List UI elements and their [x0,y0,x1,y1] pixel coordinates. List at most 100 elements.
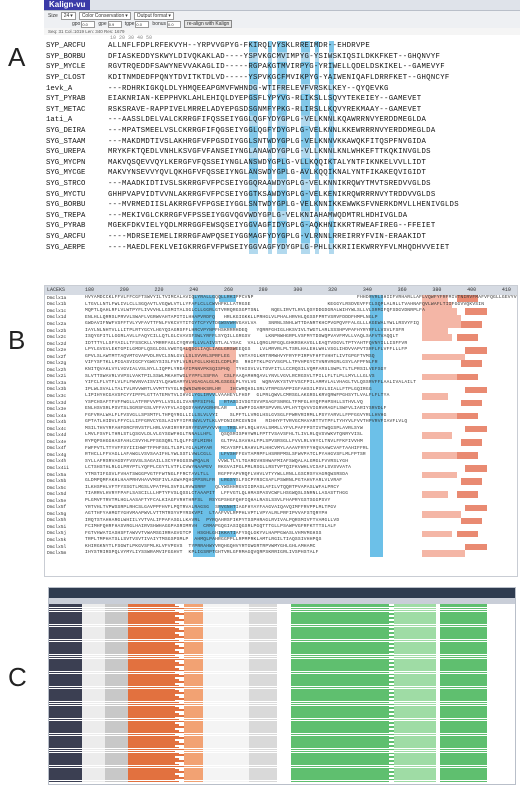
sequence-row[interactable]: Dmclx1d ENLHLLQRRSLPRVVLSWAFLVGRWVAHTAPIT… [45,314,517,322]
sequence-row[interactable]: SYT_METAC RSKSRAVE-RAPPIVELMRRELADYEPGSDS… [44,104,520,116]
sequence-row[interactable]: SYG_DEIRA ---MPATSMEELVSLCKRRGFIFQGSEIYGG… [44,126,520,138]
sequence-row[interactable]: Dmclx5f YRTVHLTVPWSSRPLRHCSLGAVPPFHVFLPQT… [45,504,517,512]
sequence-row[interactable]: Dmclx1b LTGVLLNTLFWLIVLCLLSGQAVTLVGQWLVTL… [45,301,517,309]
sequence-row[interactable]: Dmclx5h IRQTSTAHHARGLWHIILYVTVALIFPAFASGL… [45,517,517,525]
sequence-row[interactable]: Dmclx4f FWFPVTLTTYVFFSYIIIHWFTFPHFSGLTLSP… [45,445,517,453]
sequence-row[interactable]: Dmclx4e RYPQPSHGGHASFAHLCSVYHLPFSGSQRLTLQ… [45,439,517,446]
sequence-row[interactable]: SYG_STAAM ---MAKDMDTIVSLAKHRGFVFPGSDIYGGL… [44,136,520,148]
sequence-row[interactable]: Dmclx4g RTHCLLFFVAGLLAFAWGLVSVSAAIFHLYWLS… [45,452,517,459]
alignment-block [49,679,82,681]
sequence-row[interactable]: Dmclx2e LPYLGVGVLEKTGPILGMDFLQSGLDSLVWGTQ… [45,347,517,354]
sequence-track: FGTVHWATIASHSFTAWVVTVWAMSGIRRAGVGTCP HSG… [85,530,517,538]
sequence-row[interactable]: SYG_BORBU ---MVRMEDIISLAKRRGFVFPGSEIYGGLS… [44,200,520,212]
sequence-row[interactable]: Dmclx5c ILKHSPHLVFTFYSSGTLMGSLVPATPHLSVFS… [45,484,517,492]
sequence-row[interactable]: Dmclx2a GWDAVIFNWFVSFFTVLYVFAVTTFNLFVKCVY… [45,321,517,328]
sequence-row[interactable]: Dmclx2b IAYLNLNHTVLLLITPLRTYGCYLHGYQIAGRS… [45,327,517,335]
sequence-row[interactable]: Dmclx1a HVYAMDCCKLFFVLFFCGFTSWVYILTVIMCAL… [45,295,517,302]
sequence-row[interactable]: SYT_PYRAB EIAKNRIAN-KEPPHVKLAHLEHIQLDYEPG… [44,94,520,106]
alignment-block [202,607,250,610]
sequence-row[interactable]: Dmclx2i SLVTTSWAVRLVVPSLVAKTPILSSWLMKAHTW… [45,373,517,381]
sequence-row[interactable]: Dmclx4d LMVLFSVFLTHRLSTLQSGVLDLVLGYSGWFHG… [45,432,517,440]
sequence-row[interactable]: Dmclx4ii LCTSHSTHLRLGLPRYPTLYQFPLCGYTLVTF… [45,465,517,472]
sequence-row[interactable]: SYG_MYCTU GHHPVAPVIDTVVNLAKRRGFVFPCSEIYGG… [44,189,520,201]
sequence-row[interactable]: Dmclx4a FGFVRALWALFLFVSVGLLSPSMTFLTHPQYRG… [45,412,517,420]
sequence-row[interactable]: Dmclx5i FCIMHFQHRFHASVRGLHAIRVSHWHAGGPASR… [45,524,517,531]
sequence-row[interactable]: Dmclx5j FGTVHWATIASHSFTAWVVTVWAMSGIRRAGVG… [45,530,517,538]
sequence-row[interactable]: Dmclx1c MQPTLQAHLRFLVLWTPYFLIVVVHLLGSMITA… [45,308,517,315]
chevron-down-icon: ▾ [168,12,171,19]
sequence-row[interactable]: Dmclx3c LIPIHYHCGAVSFCYYIPFPLGTTATEMVTVLI… [45,393,517,400]
sequence-row[interactable]: SYG_AERPE ----MAEDLFEKLVEIGKRRGFVFPWSEIYG… [44,242,520,254]
alignment-block [440,647,488,649]
alignment-block [249,613,278,615]
sequence-row[interactable]: 1evk_A ---RDHRKIGKQLDLYHMQEEAPGMVFWHNDG-W… [44,83,520,95]
tgpe-input[interactable]: 0.0 [135,20,150,28]
alignment-block [81,647,105,649]
similarity-highlight [184,360,237,368]
sequence-row[interactable]: SYP_BORBU DFIASKEDDYSKWYLDIVQKAKLAD----YS… [44,51,520,63]
alignment-block [440,735,488,738]
alignment-block [393,748,436,751]
sequence-row[interactable]: SYG_MYCPN MAKVQSQEVVQYLKERGFVFQSSEIYNGLAN… [44,157,520,169]
sequence-row[interactable]: Dmclx4c MSILTHVYRFAHFDRCFRVSTFLHRLVARIRYR… [45,425,517,433]
sequence-row[interactable]: SYP_MYCLE RGVTRQEDDFSAWYNEVVAKAGLID-----R… [44,62,520,74]
conservation-highlight [193,432,215,440]
conservation-highlight [277,83,287,95]
sequence-text: KDITNMDEDFPQNYTDVITKTDLVD-----YSPVKGCFMV… [108,73,450,85]
sequence-row[interactable]: Dmclx5b GLDMPQMFAKHLHAAPRHVHAVVMSFIVLAGWA… [45,478,517,485]
sequence-row[interactable]: Dmclx2f GPVLSLAWTMTTAQVMTGVAPVDLRVCLSNLGV… [45,353,517,361]
sequence-row[interactable]: Dmclx5a YTMSTIFGSVLFVHATSWGGPVGTFFWTNGLFF… [45,471,517,479]
alignment-block [291,604,390,606]
alignment-block [440,760,488,762]
alignment-block [440,729,488,732]
sequence-row[interactable]: Dmclx5k TRPLTMPHATSLLSVTVSVTIVAIYTMSGSPSM… [45,537,517,544]
overview-row [49,748,515,751]
color-select[interactable]: Color Conservation ▾ [78,11,131,20]
sequence-row[interactable]: SYG_PYRAB MGEKFDKVIELYQDLMRRGGFEWSQSEIYGG… [44,221,520,233]
sequence-row[interactable]: SYG_MYCGE MAKVYNSEVVYQVLQKHGFVFQSSEIYNGLA… [44,168,520,180]
alignment-block [49,729,82,732]
alignment-block [184,741,203,743]
overview-body[interactable] [49,604,515,784]
sequence-row[interactable]: Dmclx5e PLGMVFTRVTMLHGLAASAFTYFCALKIAGFVR… [45,497,517,505]
alignment-block [49,698,82,700]
sequence-row[interactable]: Dmclx5g AGTTHFYAHMGTYGHVMAAPWVLVTTMTRSYVP… [45,511,517,518]
sequence-row[interactable]: SYG_ARCFU ----MDRSEIEMELIRRRGFAWPQSEIYGGM… [44,231,520,243]
output-format-select[interactable]: Output format ▾ [133,11,174,20]
bonus-input[interactable]: 0.0 [167,20,182,28]
alignment-block [393,714,436,717]
sequence-row[interactable]: Dmclx2c ISQYGFITLLGGRLAVLLFAQYCILLQTLGLCV… [45,334,517,341]
sequence-row[interactable]: Dmclx3a YIFCLFLVTFLVLFLFWVNVAISVIYLQAWGAM… [45,380,517,387]
sequence-row[interactable]: Dmclx5d TIARRVLHVRYFPAFLSASCILLLHPTYFVSLQ… [45,491,517,498]
sequence-row[interactable]: Dmclx4h SYLLAFRSRVAGDYFVSVSLSAGAILLSCYFHG… [45,458,517,466]
alignment-block [291,664,390,666]
sequence-row[interactable]: Dmclx5l KHIRGKNYTLFSGWTLPKGVSFMLKLVFVPGVS… [45,543,517,551]
realign-button[interactable]: re-align with Kalign [184,20,233,28]
sequence-row[interactable]: Dmclx5m IHYSTRIRSPQLVYMYLIYSSWRAMVIFGGHVT… [45,550,517,557]
sequence-row[interactable]: SYG_STRCO ---MAADKIDTIVSLSKRRGFVFPCSEIYGG… [44,179,520,191]
size-select[interactable]: 24 ▾ [60,11,76,20]
sequence-row[interactable]: SYG_TREPA ---MEKIVGLCKRRGFVFPSSEIYGGVQGVW… [44,210,520,222]
sequence-row[interactable]: Dmclx3b IPLWLSVALLTALTVLRVVWRTLVVMTTVYGLR… [45,386,517,394]
sequence-row[interactable]: Dmclx3e ENLHSVSRLPSVTSLSGRSFGSLVFFAYFVLAI… [45,406,517,413]
sequence-row[interactable]: SYP_ARCFU ALLNFLFDPLRFEKVYH--YRPVVGPYG-FK… [44,41,520,53]
alignment-block [49,733,82,736]
sequence-row[interactable]: SYG_UREPA MRYKFKTQEDLVNHLKSVGFVFANSEIYNGL… [44,147,520,159]
sequence-row[interactable]: Dmclx4b GPTATLHIDVLFFYCLLIFFGRVCYGSLAIVFY… [45,419,517,426]
alignment-rows[interactable]: Dmclx1a HVYAMDCCKLFFVLFFCGFTSWVYILTVIMCAL… [45,295,517,557]
gpo-input[interactable]: 0.0 [81,20,96,28]
sequence-row[interactable]: Dmclx2g VIFYSFTKLLPIGASVIGCFYGWGYSISLFVFL… [45,360,517,368]
sequence-row[interactable]: Dmclx2h KNITQVAKLVYLVGVIALVSLNYLLIQPPLYRD… [45,367,517,374]
conservation-highlight [249,51,259,63]
alignment-block [291,756,394,758]
alignment-block [184,739,203,741]
conservation-highlight [277,41,287,53]
sequence-row[interactable]: Dmclx2d IDTTTYLLSFYAILLTFSSCKLLYMRRFAGLCY… [45,340,517,348]
alignment-block [393,656,436,659]
alignment-block [440,628,488,631]
sequence-row[interactable]: Dmclx3d YSPCHSAFTFVFFWGLLATFRFVVPYLLVSLGL… [45,399,517,407]
gpe-input[interactable]: 0.9 [107,20,122,28]
alignment-view[interactable]: SYP_ARCFU ALLNFLFDPLRFEKVYH--YRPVVGPYG-FK… [44,41,520,254]
sequence-row[interactable]: 1ati_A ---AASSLDELVALCKRRGFIFQSSEIYGGLQGF… [44,115,520,127]
sequence-row[interactable]: SYP_CLOST KDITNMDEDFPQNYTDVITKTDLVD-----Y… [44,73,520,85]
